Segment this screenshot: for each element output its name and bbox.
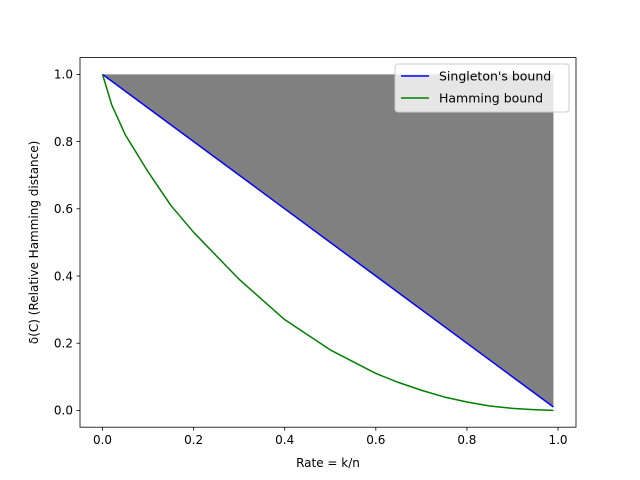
x-tick-label: 0.2 <box>184 433 203 447</box>
y-tick-label: 0.6 <box>54 202 73 216</box>
x-tick-label: 1.0 <box>548 433 567 447</box>
legend: Singleton's bound Hamming bound <box>394 63 570 113</box>
y-tick-label: 0.4 <box>54 269 73 283</box>
y-tick-label: 0.8 <box>54 135 73 149</box>
series-line-1 <box>101 74 554 412</box>
legend-box <box>394 63 570 113</box>
y-axis-label: δ(C) (Relative Hamming distance) <box>27 141 41 344</box>
x-axis: 0.0 0.2 0.4 0.6 0.8 1.0 <box>93 427 568 447</box>
y-tick-label: 0.0 <box>54 404 73 418</box>
legend-label-0: Singleton's bound <box>439 69 551 84</box>
y-tick-label: 0.2 <box>54 337 73 351</box>
x-tick-label: 0.6 <box>366 433 385 447</box>
plot-area <box>101 73 554 412</box>
axes-frame <box>79 57 577 428</box>
x-axis-label: Rate = k/n <box>296 456 360 470</box>
legend-label-1: Hamming bound <box>439 91 543 106</box>
x-tick-label: 0.4 <box>275 433 294 447</box>
series-line-0 <box>102 73 554 408</box>
y-tick-label: 1.0 <box>54 68 73 82</box>
x-tick-label: 0.0 <box>93 433 112 447</box>
y-axis: 0.0 0.2 0.4 0.6 0.8 1.0 <box>54 68 80 418</box>
x-tick-label: 0.8 <box>457 433 476 447</box>
